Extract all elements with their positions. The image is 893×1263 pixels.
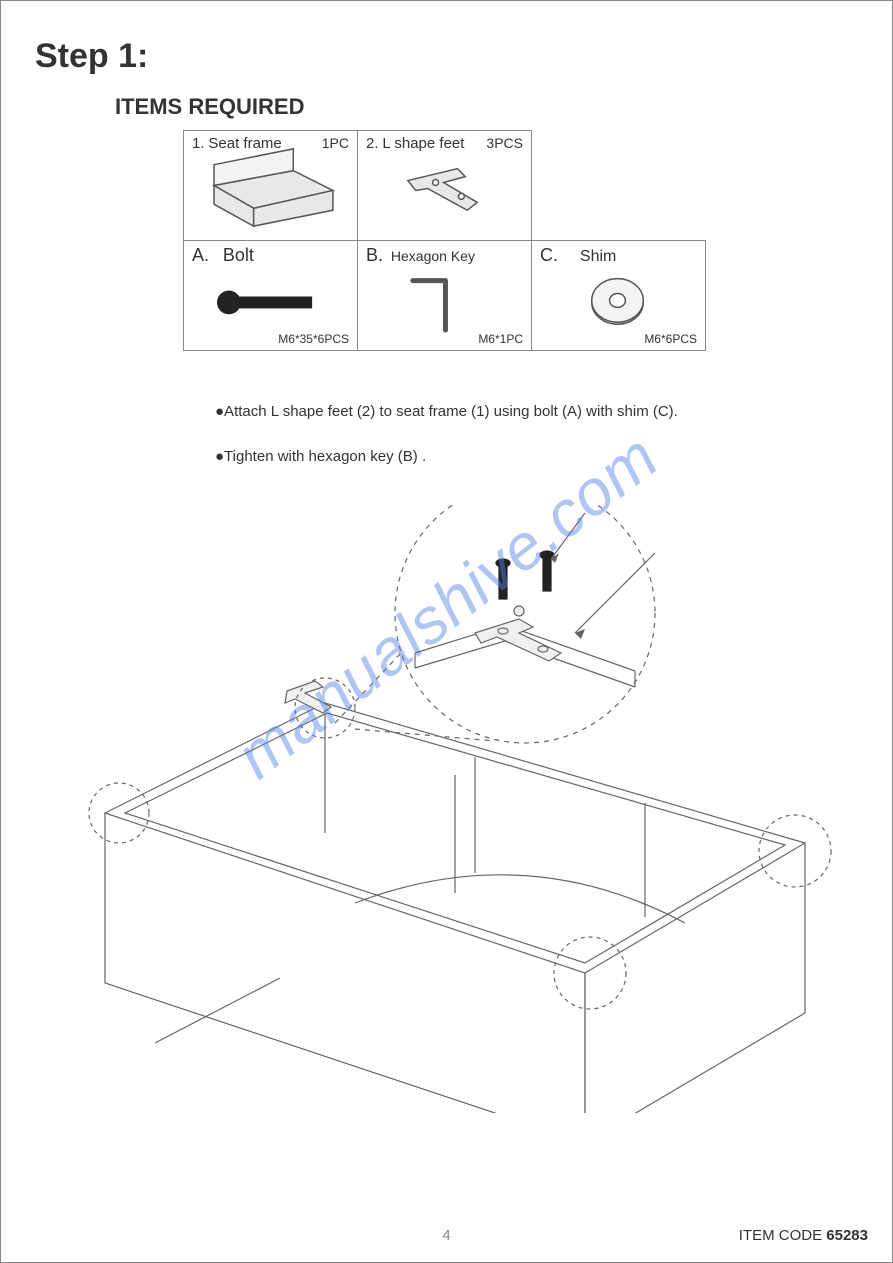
part-cell-bolt: A. Bolt M6*35*6PCS [184,241,358,351]
part-cell-hex-key: B. Hexagon Key M6*1PC [358,241,532,351]
assembly-svg [25,503,865,1113]
part-id: C. [540,245,558,265]
instruction-line: ●Tighten with hexagon key (B) . [215,446,868,467]
part-spec: M6*1PC [478,332,523,346]
table-row: A. Bolt M6*35*6PCS [184,241,706,351]
part-cell-l-feet: 2. L shape feet 3PCS [358,131,532,241]
parts-table: 1. Seat frame 1PC 2. L shape feet 3PCS [183,130,706,351]
item-code-label: ITEM CODE [739,1227,822,1244]
part-name: Seat frame [208,135,281,152]
table-row: 1. Seat frame 1PC 2. L shape feet 3PCS [184,131,706,241]
part-name: Hexagon Key [391,248,475,264]
step-title: Step 1: [35,37,868,76]
part-id: 1. [192,135,205,152]
part-spec: M6*6PCS [644,332,697,346]
part-cell-shim: C. Shim M6*6PCS [532,241,706,351]
part-name: Shim [580,248,616,265]
part-qty: 3PCS [486,135,523,151]
part-id: B. [366,245,383,265]
part-cell-seat-frame: 1. Seat frame 1PC [184,131,358,241]
section-title: ITEMS REQUIRED [115,94,868,120]
part-id: A. [192,245,209,265]
part-spec: M6*35*6PCS [278,332,349,346]
assembly-diagram [25,503,868,1118]
part-qty: 1PC [322,135,349,151]
instructions: ●Attach L shape feet (2) to seat frame (… [215,401,868,467]
instruction-line: ●Attach L shape feet (2) to seat frame (… [215,401,868,422]
page: Step 1: ITEMS REQUIRED 1. Seat frame 1PC [0,0,893,1263]
item-code: ITEM CODE 65283 [739,1227,868,1244]
part-id: 2. [366,135,379,152]
part-name: L shape feet [382,135,464,152]
part-name: Bolt [223,245,254,265]
item-code-value: 65283 [826,1227,868,1244]
page-number: 4 [442,1227,450,1244]
